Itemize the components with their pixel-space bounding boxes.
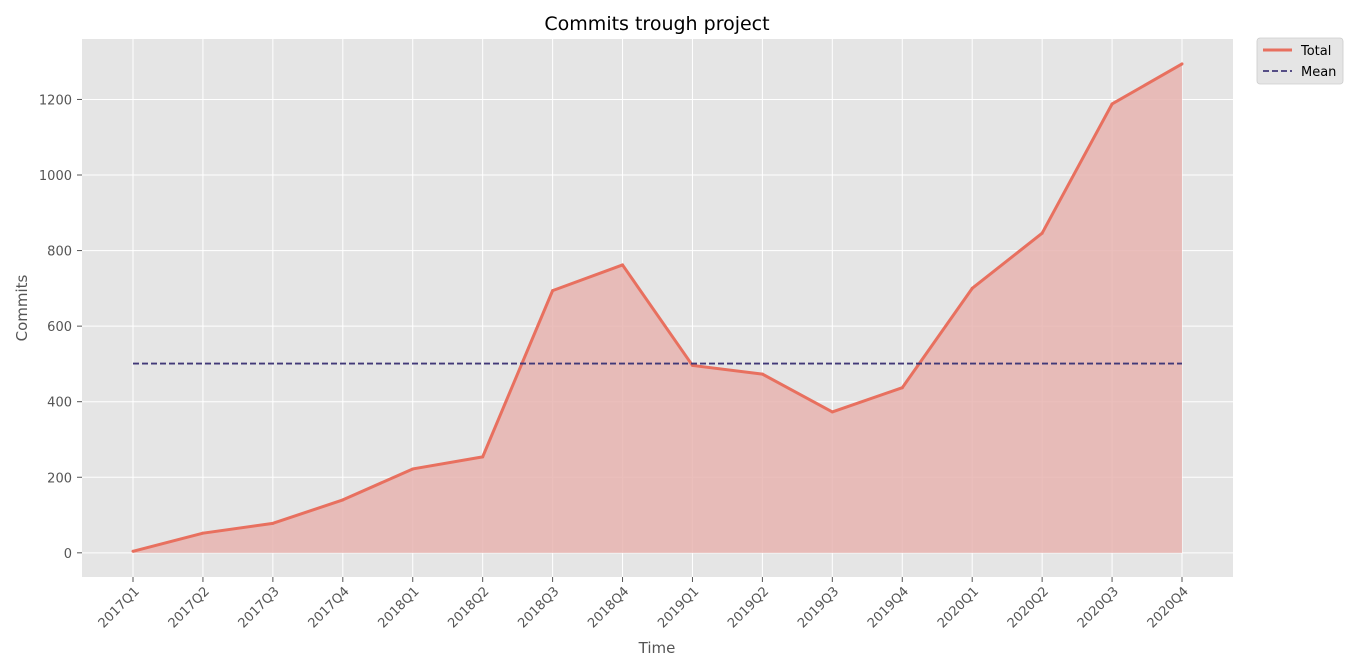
- total-point: [970, 286, 974, 290]
- total-point: [341, 498, 345, 502]
- x-tick-label: 2020Q2: [1005, 584, 1052, 631]
- y-tick-label: 400: [47, 396, 72, 411]
- total-point: [551, 289, 555, 293]
- series-layer: [131, 62, 1184, 553]
- y-tick-label: 200: [47, 471, 72, 486]
- total-point: [1180, 62, 1184, 66]
- legend-label-mean: Mean: [1301, 65, 1336, 80]
- x-tick-label: 2020Q3: [1075, 584, 1122, 631]
- total-point: [481, 455, 485, 459]
- y-tick-label: 1000: [39, 169, 72, 184]
- total-point: [411, 467, 415, 471]
- x-tick-label: 2018Q4: [585, 584, 632, 631]
- legend: Total Mean: [1256, 37, 1344, 85]
- x-tick-label: 2018Q2: [445, 584, 492, 631]
- y-tick-label: 600: [47, 320, 72, 335]
- y-axis-label: Commits: [13, 274, 31, 341]
- x-tick-label: 2018Q1: [375, 584, 422, 631]
- total-point: [1040, 231, 1044, 235]
- chart-title: Commits trough project: [544, 13, 769, 35]
- y-tick-label: 800: [47, 245, 72, 260]
- total-point: [201, 531, 205, 535]
- total-area-fill: [133, 63, 1182, 553]
- x-tick-label: 2019Q2: [725, 584, 772, 631]
- y-tick-label: 0: [64, 547, 72, 562]
- total-point: [760, 372, 764, 376]
- total-point: [271, 521, 275, 525]
- total-point: [131, 549, 135, 553]
- total-point: [1110, 102, 1114, 106]
- x-axis-label: Time: [638, 639, 676, 657]
- x-tick-label: 2018Q3: [515, 584, 562, 631]
- total-point: [830, 410, 834, 414]
- x-tick-label: 2017Q4: [306, 584, 353, 631]
- x-tick-label: 2019Q4: [865, 584, 912, 631]
- x-tick-label: 2019Q3: [795, 584, 842, 631]
- x-tick-label: 2020Q1: [935, 584, 982, 631]
- legend-label-total: Total: [1300, 44, 1331, 59]
- total-point: [900, 386, 904, 390]
- x-tick-label: 2019Q1: [655, 584, 702, 631]
- y-tick-label: 1200: [39, 93, 72, 108]
- total-line: [132, 62, 1183, 553]
- x-tick-label: 2020Q4: [1145, 584, 1192, 631]
- x-tick-label: 2017Q3: [236, 584, 283, 631]
- total-point: [690, 363, 694, 367]
- x-tick-label: 2017Q1: [96, 584, 143, 631]
- x-tick-label: 2017Q2: [166, 584, 213, 631]
- total-point: [621, 263, 625, 267]
